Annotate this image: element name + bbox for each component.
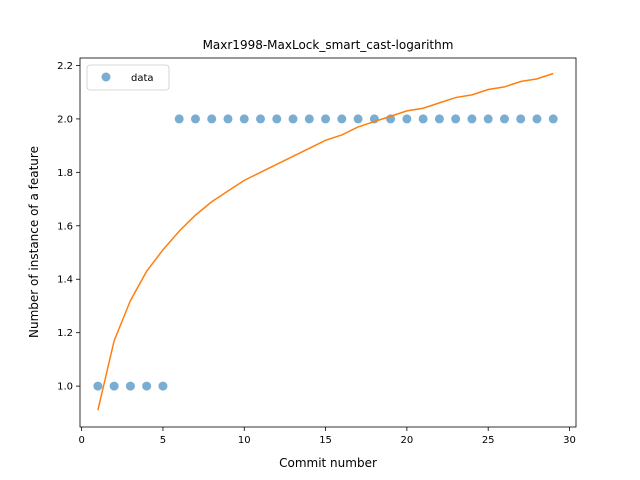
data-point <box>451 114 461 124</box>
x-axis-label: Commit number <box>279 456 377 470</box>
data-point <box>418 114 428 124</box>
data-point <box>337 114 347 124</box>
data-point <box>223 114 233 124</box>
data-point <box>499 114 509 124</box>
x-tick-label: 30 <box>563 435 576 446</box>
data-point <box>207 114 217 124</box>
legend-marker-data <box>101 72 111 82</box>
data-point <box>402 114 412 124</box>
data-point <box>239 114 249 124</box>
data-point <box>548 114 558 124</box>
y-axis: 1.0 1.2 1.4 1.6 1.8 2.0 2.2 <box>57 61 80 393</box>
chart-title: Maxr1998-MaxLock_smart_cast-logarithm <box>203 38 454 52</box>
data-point <box>516 114 526 124</box>
x-tick-label: 5 <box>160 435 166 446</box>
data-point <box>109 381 119 391</box>
y-tick-label: 1.8 <box>57 168 73 179</box>
legend-label-data: data <box>131 73 154 84</box>
data-point <box>483 114 493 124</box>
data-point <box>467 114 477 124</box>
x-tick-label: 20 <box>401 435 414 446</box>
data-point <box>532 114 542 124</box>
data-point <box>353 114 363 124</box>
legend: data <box>86 64 170 91</box>
y-tick-label: 2.2 <box>57 61 73 72</box>
data-point <box>272 114 282 124</box>
data-point <box>321 114 331 124</box>
x-tick-label: 10 <box>238 435 251 446</box>
x-tick-label: 15 <box>319 435 332 446</box>
plot-frame <box>79 57 577 428</box>
data-point <box>288 114 298 124</box>
data-point <box>256 114 266 124</box>
fit-line <box>97 72 554 411</box>
data-point <box>125 381 135 391</box>
data-point <box>434 114 444 124</box>
y-tick-label: 1.2 <box>57 328 73 339</box>
data-point <box>158 381 168 391</box>
data-point <box>190 114 200 124</box>
y-tick-label: 1.6 <box>57 221 73 232</box>
y-axis-label: Number of instance of a feature <box>27 146 41 338</box>
x-axis: 0 5 10 15 20 25 30 <box>78 427 576 446</box>
y-tick-label: 1.0 <box>57 382 73 393</box>
y-tick-label: 2.0 <box>57 114 73 125</box>
x-tick-label: 0 <box>78 435 84 446</box>
y-tick-label: 1.4 <box>57 275 73 286</box>
plot-layer <box>93 72 558 411</box>
data-point <box>142 381 152 391</box>
legend-box <box>86 64 170 91</box>
data-point <box>304 114 314 124</box>
data-point <box>93 381 103 391</box>
x-tick-label: 25 <box>482 435 495 446</box>
data-point <box>174 114 184 124</box>
